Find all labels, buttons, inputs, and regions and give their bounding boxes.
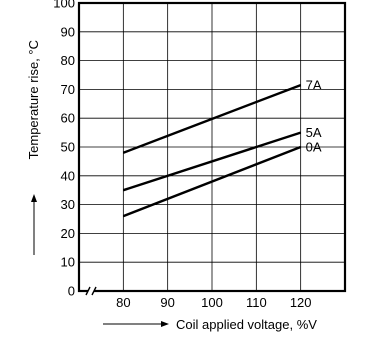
series-label-5A: 5A xyxy=(306,125,322,140)
y-tick-label-0: 0 xyxy=(68,284,75,299)
y-axis-arrow-head xyxy=(31,194,37,202)
x-tick-label-100: 100 xyxy=(201,295,223,310)
y-axis-title: Temperature rise, °C xyxy=(26,40,41,159)
y-tick-label-30: 30 xyxy=(61,197,75,212)
x-tick-label-90: 90 xyxy=(160,295,174,310)
plot-frame xyxy=(77,1,347,293)
axis-break-gap xyxy=(88,287,94,295)
axis-break-mark-left xyxy=(85,286,91,296)
series-label-0A: 0A xyxy=(306,140,322,155)
label-layer: Temperature rise, °C Coil applied voltag… xyxy=(26,40,317,332)
y-tick-label-90: 90 xyxy=(61,24,75,39)
series-label-7A: 7A xyxy=(306,78,322,93)
y-tick-label-70: 70 xyxy=(61,82,75,97)
y-tick-label-60: 60 xyxy=(61,111,75,126)
y-tick-label-20: 20 xyxy=(61,226,75,241)
x-axis-arrow-head xyxy=(161,321,169,327)
axis-break-mark-right xyxy=(91,286,97,296)
tick-layer: 0 10 20 30 40 50 60 70 80 90 100 80 90 100 110 120 xyxy=(53,0,311,310)
x-tick-label-120: 120 xyxy=(290,295,312,310)
x-axis-title: Coil applied voltage, %V xyxy=(176,317,317,332)
y-tick-label-50: 50 xyxy=(61,140,75,155)
x-tick-label-110: 110 xyxy=(246,295,267,310)
series-line-7A xyxy=(122,83,302,154)
y-tick-label-100: 100 xyxy=(53,0,75,11)
y-tick-label-40: 40 xyxy=(61,168,75,183)
y-tick-label-80: 80 xyxy=(61,53,75,68)
x-tick-label-80: 80 xyxy=(116,295,130,310)
series-line-5A xyxy=(122,131,302,192)
frame-layer xyxy=(77,1,347,296)
y-tick-label-10: 10 xyxy=(61,255,75,270)
series-line-0A xyxy=(122,145,302,218)
